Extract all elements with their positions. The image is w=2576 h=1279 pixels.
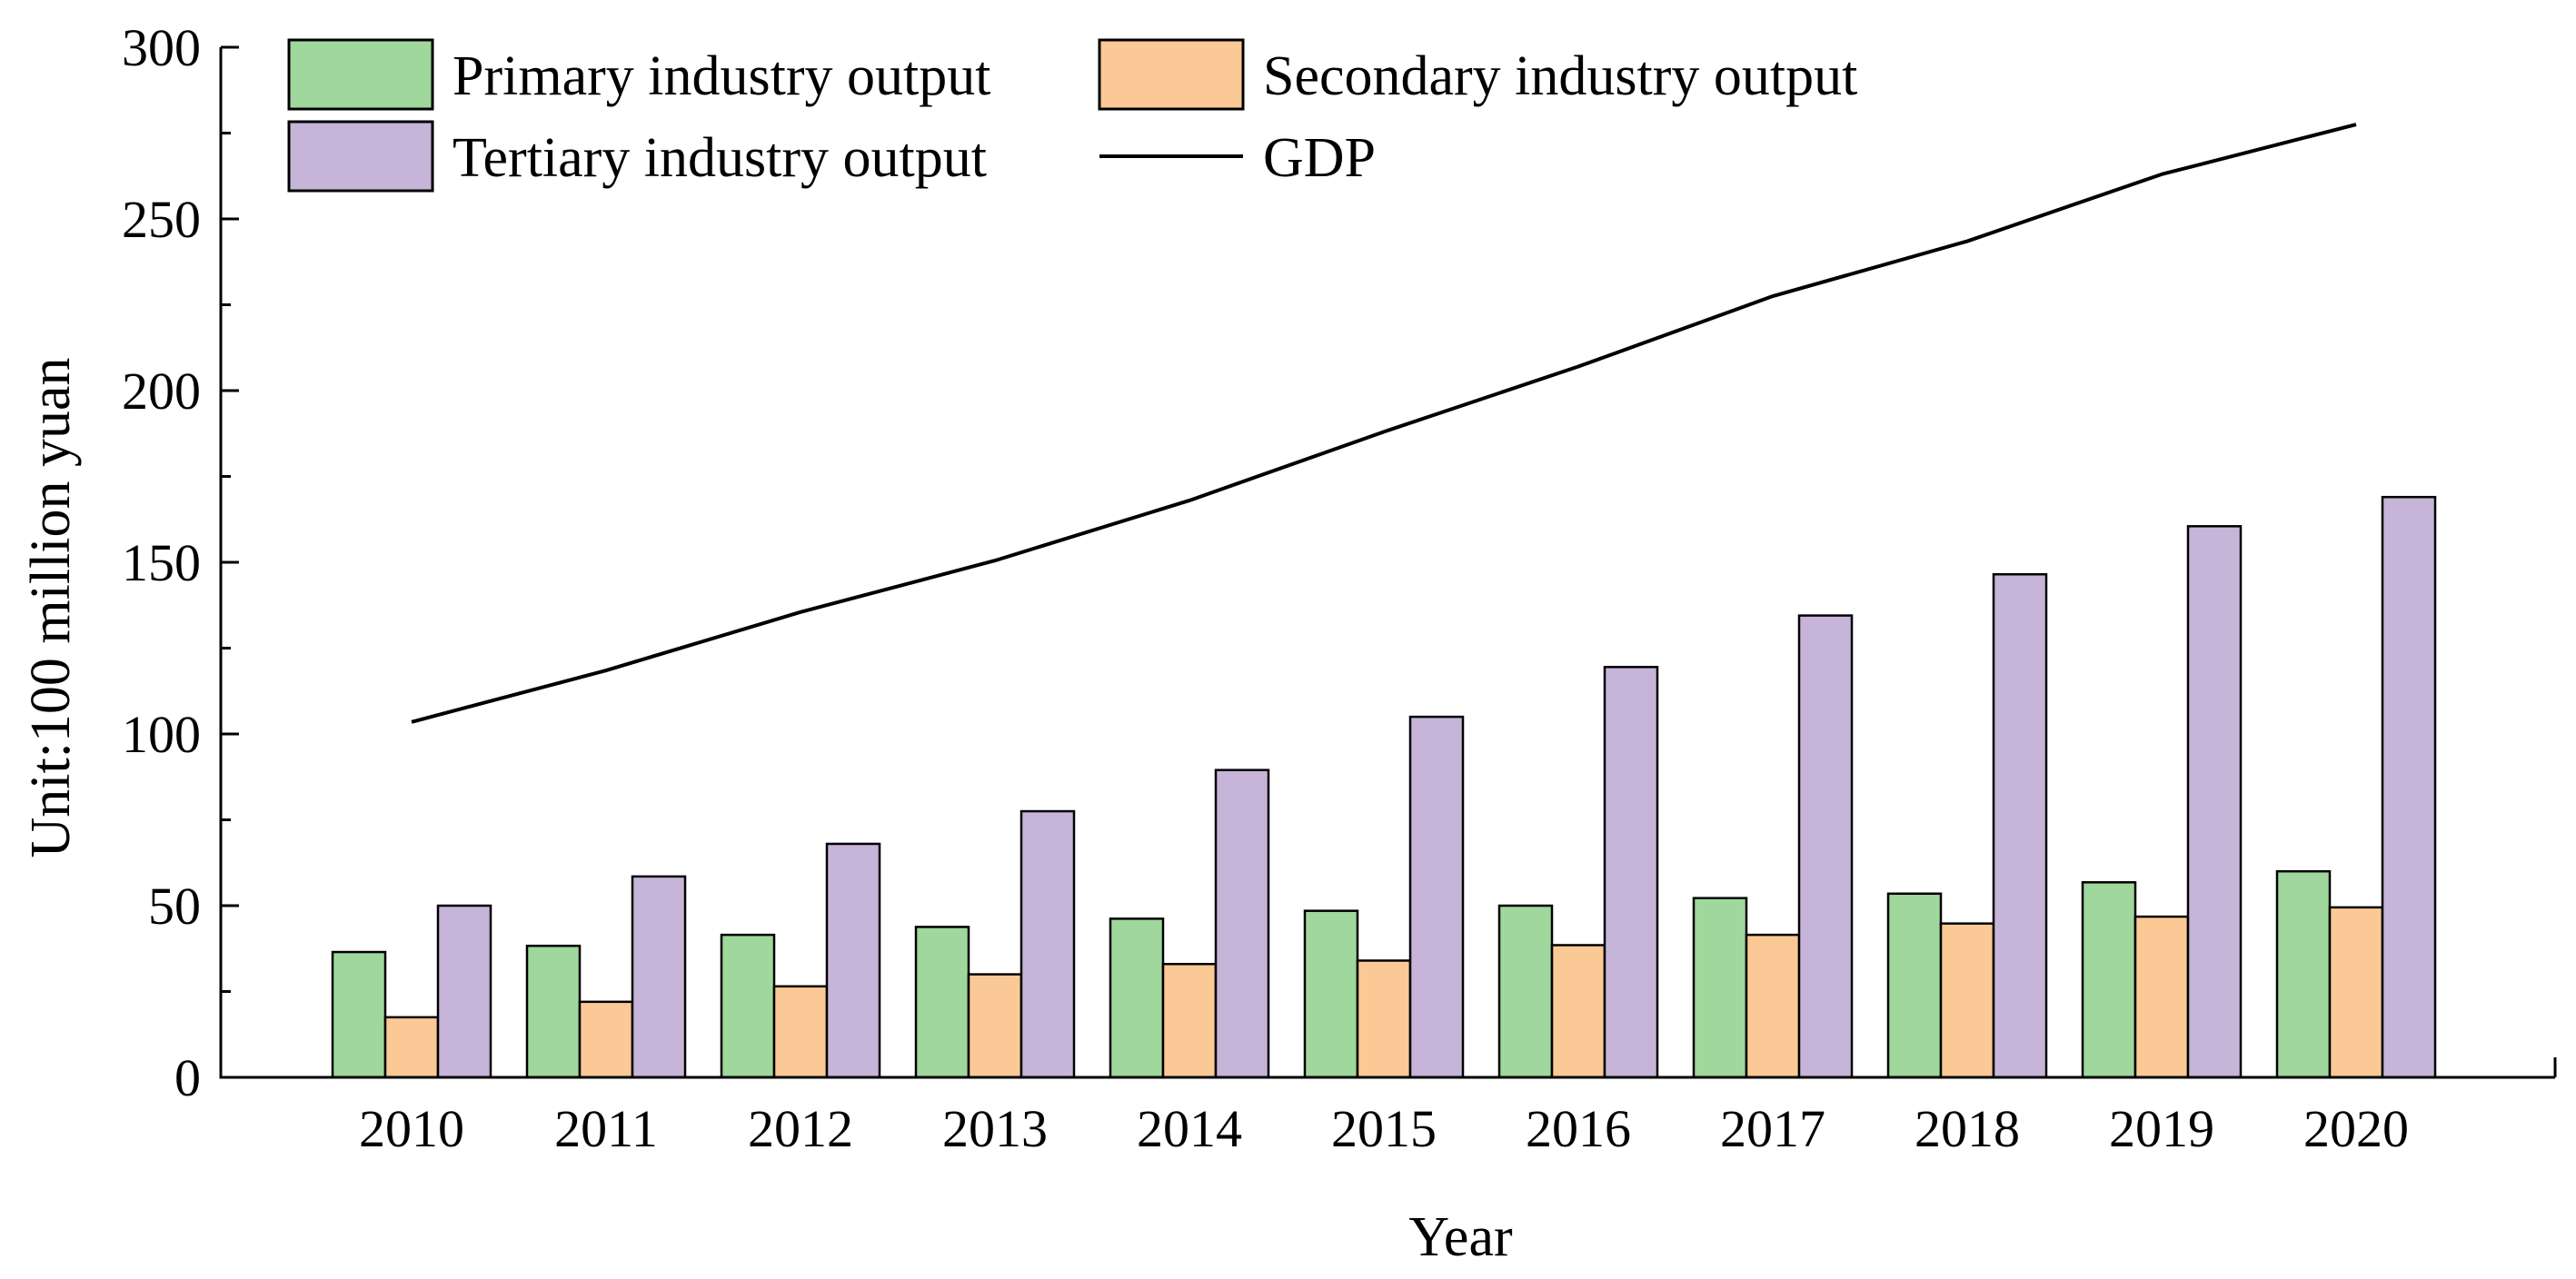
bar-primary-industry-output-2016	[1497, 904, 1554, 1079]
legend-label-gdp: GDP	[1263, 127, 1376, 189]
x-tick-label: 2015	[1331, 1099, 1437, 1158]
bar-tertiary-industry-output-2010	[436, 904, 492, 1079]
bar-tertiary-industry-output-2019	[2186, 525, 2243, 1079]
y-tick-label: 100	[122, 705, 201, 764]
bar-primary-industry-output-2018	[1886, 892, 1943, 1079]
x-ticks: 2010 2011 2012 2013 2014 2015 2016 2017 2018 2019…	[359, 1099, 2409, 1158]
x-tick-label: 2014	[1137, 1099, 1242, 1158]
x-axis-title: Year	[1408, 1206, 1513, 1268]
bar-tertiary-industry-output-2018	[1992, 572, 2048, 1079]
bar-tertiary-industry-output-2020	[2381, 495, 2437, 1079]
series-line-gdp	[411, 123, 2357, 724]
x-tick-label: 2020	[2303, 1099, 2409, 1158]
bar-tertiary-industry-output-2015	[1408, 715, 1465, 1079]
y-tick-label: 300	[122, 18, 201, 77]
bar-secondary-industry-output-2016	[1550, 944, 1606, 1079]
bar-primary-industry-output-2019	[2081, 881, 2137, 1079]
y-tick-label: 50	[148, 877, 201, 936]
x-tick-label: 2019	[2109, 1099, 2214, 1158]
legend-label-tertiary-industry-output: Tertiary industry output	[453, 127, 987, 189]
bar-primary-industry-output-2012	[720, 933, 776, 1079]
y-ticks: 0 50 100 150 200 250 300	[122, 18, 239, 1107]
bar-secondary-industry-output-2013	[967, 973, 1023, 1079]
bar-primary-industry-output-2017	[1692, 897, 1748, 1079]
x-tick-label: 2010	[359, 1099, 464, 1158]
legend-label-primary-industry-output: Primary industry output	[453, 45, 990, 107]
y-axis-title: Unit:100 million yuan	[20, 357, 82, 858]
bar-tertiary-industry-output-2014	[1214, 768, 1270, 1079]
bar-secondary-industry-output-2019	[2133, 915, 2190, 1079]
bar-primary-industry-output-2013	[914, 926, 970, 1079]
y-tick-label: 150	[122, 533, 201, 592]
x-tick-label: 2011	[554, 1099, 658, 1158]
bar-tertiary-industry-output-2011	[631, 875, 687, 1079]
bar-tertiary-industry-output-2016	[1603, 666, 1659, 1079]
bar-secondary-industry-output-2017	[1745, 933, 1801, 1079]
bar-primary-industry-output-2020	[2275, 869, 2332, 1079]
x-tick-label: 2017	[1720, 1099, 1825, 1158]
legend-label-secondary-industry-output: Secondary industry output	[1263, 45, 1857, 107]
legend: Primary industry output Secondary industr…	[287, 38, 1857, 193]
bar-tertiary-industry-output-2017	[1797, 614, 1854, 1079]
legend-swatch-secondary-industry-output	[1098, 38, 1245, 111]
legend-swatch-primary-industry-output	[287, 38, 434, 111]
y-tick-label: 0	[174, 1048, 201, 1107]
y-tick-label: 200	[122, 362, 201, 421]
bar-secondary-industry-output-2018	[1939, 922, 1995, 1079]
x-tick-label: 2016	[1526, 1099, 1631, 1158]
bar-primary-industry-output-2011	[525, 944, 582, 1079]
bar-primary-industry-output-2014	[1109, 917, 1165, 1079]
y-tick-label: 250	[122, 190, 201, 249]
x-tick-label: 2013	[942, 1099, 1048, 1158]
bar-secondary-industry-output-2010	[383, 1016, 440, 1079]
gdp-line-layer	[411, 123, 2357, 724]
x-tick-label: 2018	[1915, 1099, 2020, 1158]
legend-swatch-tertiary-industry-output	[287, 120, 434, 193]
x-tick-label: 2012	[748, 1099, 853, 1158]
bar-tertiary-industry-output-2012	[825, 842, 881, 1079]
bar-primary-industry-output-2015	[1303, 909, 1359, 1079]
bar-secondary-industry-output-2015	[1356, 959, 1412, 1079]
bar-secondary-industry-output-2020	[2328, 906, 2384, 1079]
bar-secondary-industry-output-2012	[772, 985, 829, 1079]
bar-secondary-industry-output-2011	[578, 1000, 634, 1079]
bar-primary-industry-output-2010	[331, 950, 387, 1079]
bars-layer	[331, 495, 2437, 1079]
bar-secondary-industry-output-2014	[1161, 963, 1218, 1079]
bar-tertiary-industry-output-2013	[1019, 809, 1076, 1079]
